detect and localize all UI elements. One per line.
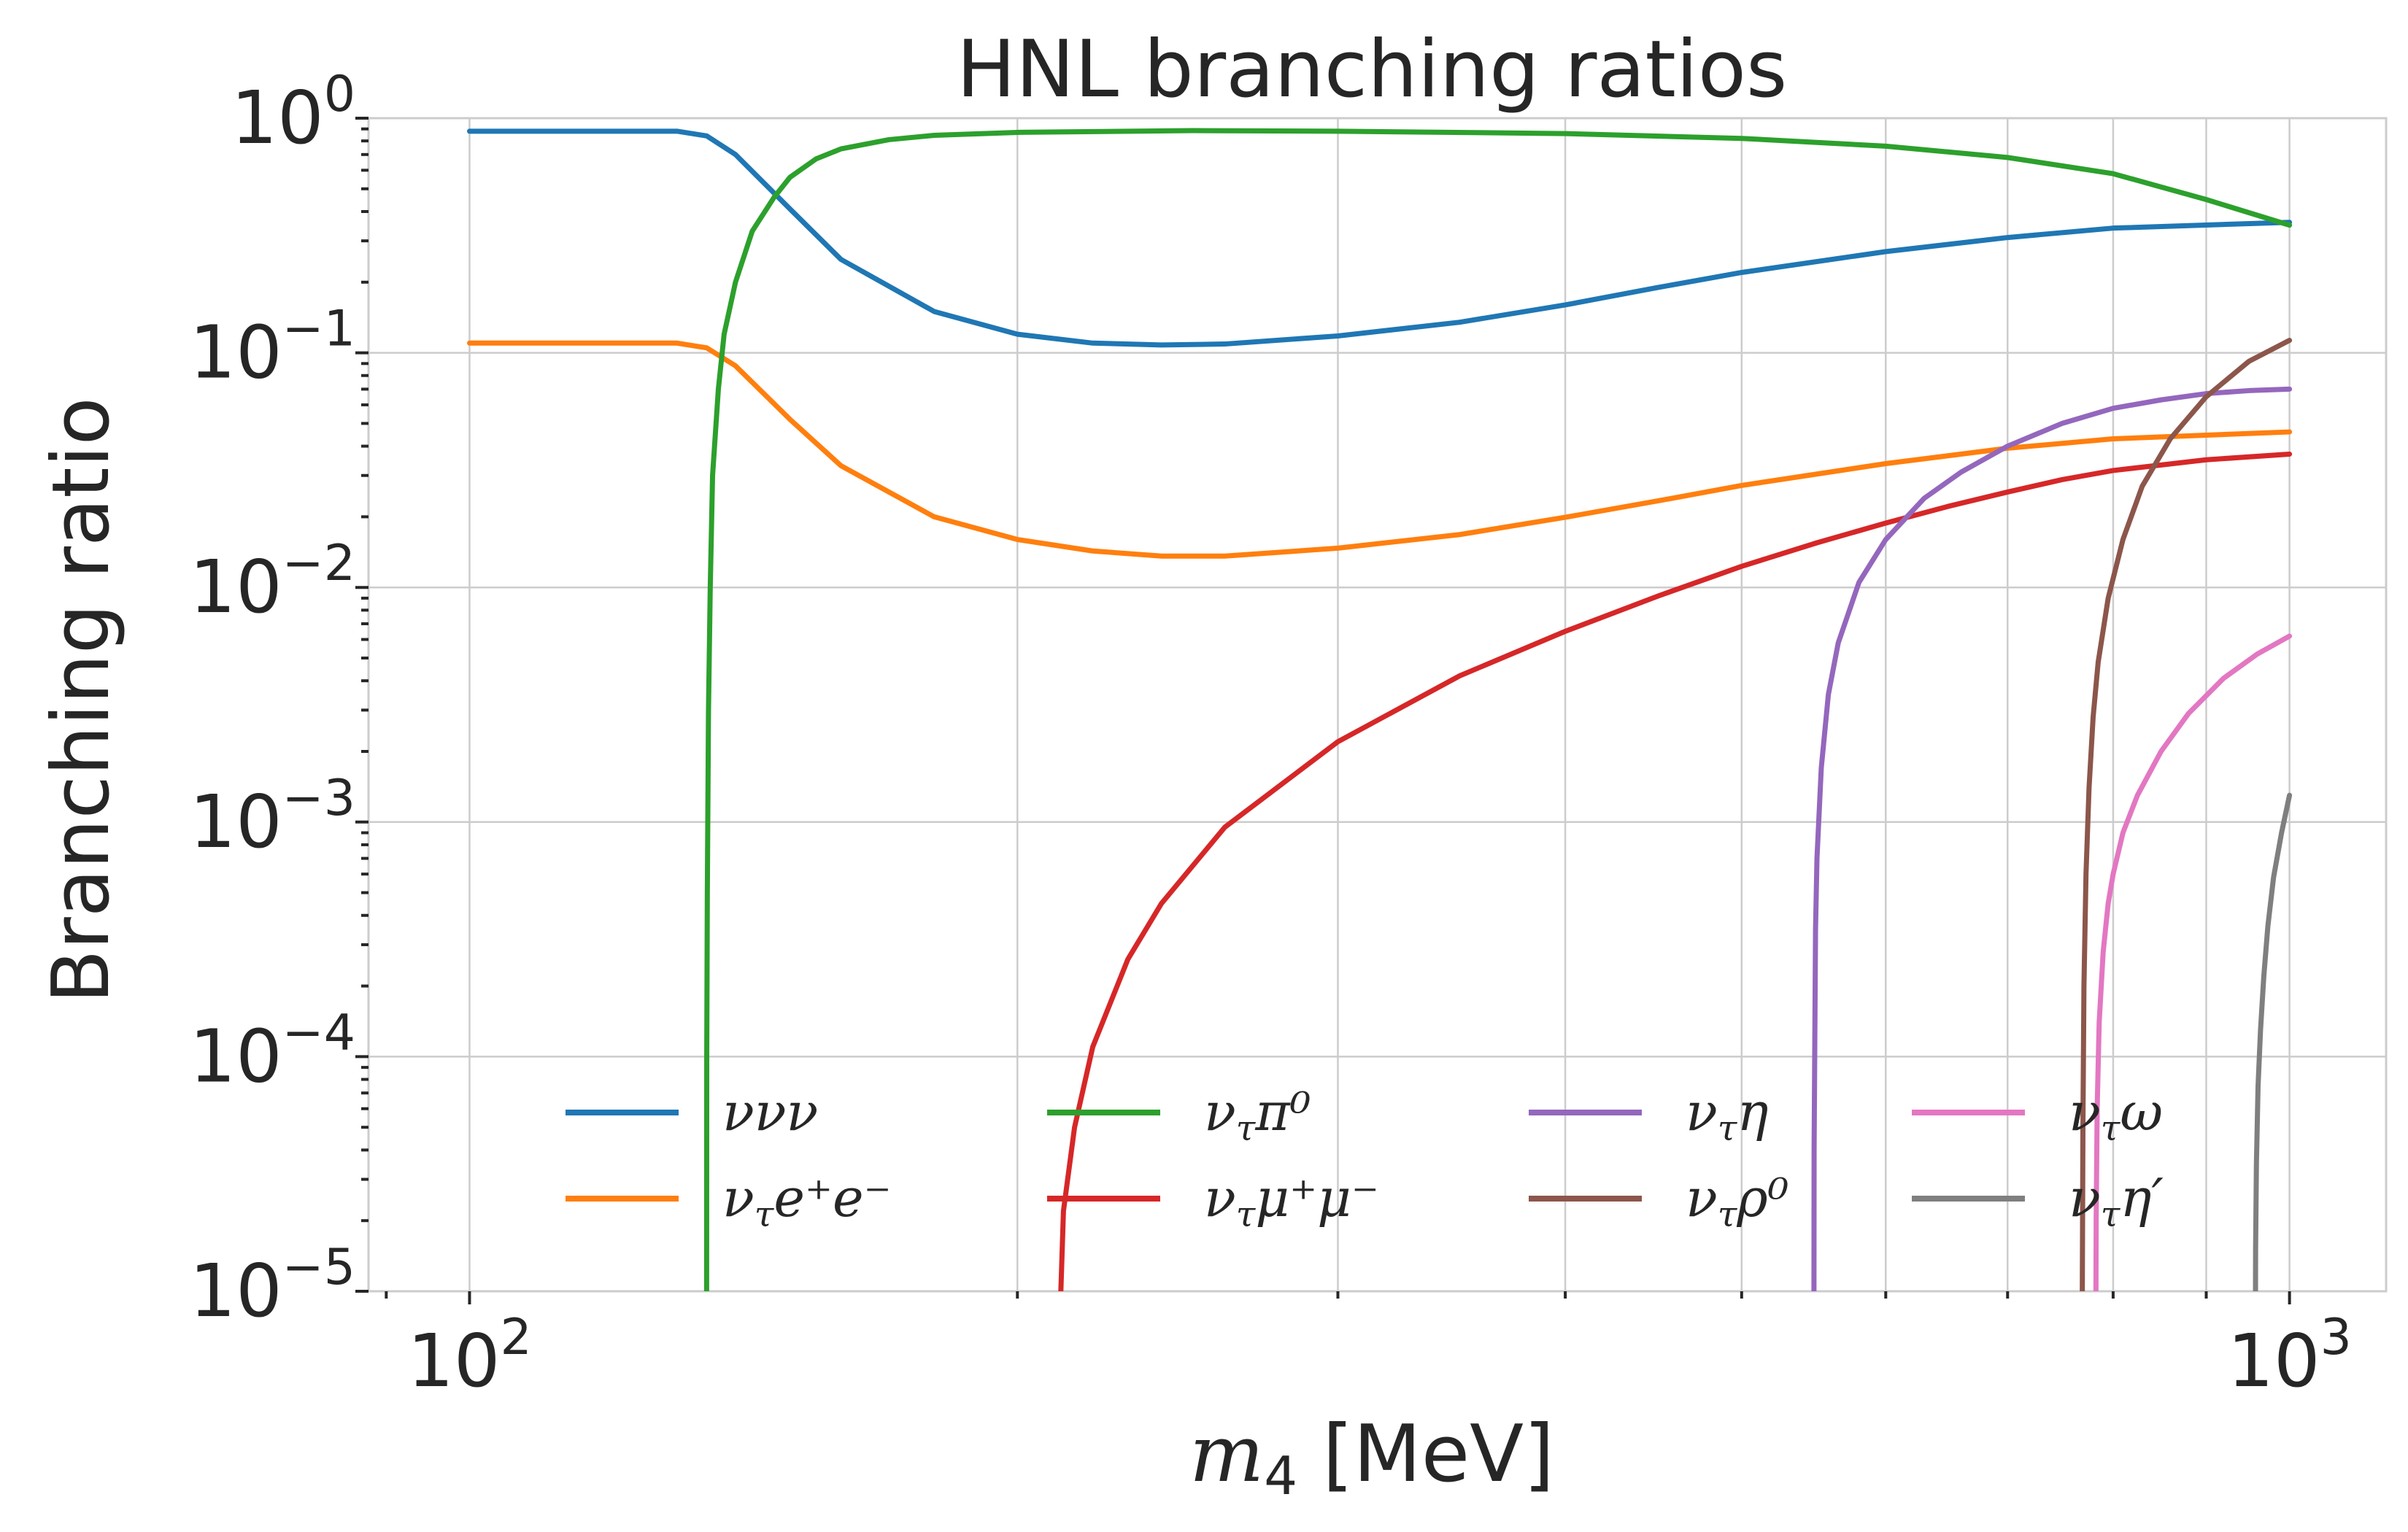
x-axis-label: m4 [MeV]: [1189, 1409, 1554, 1506]
y-tick-label: 10−5: [190, 1239, 356, 1334]
y-tick-label: 10−4: [190, 1004, 356, 1099]
series-line-5: [1811, 386, 2293, 1291]
series-line-3: [703, 128, 2293, 1291]
series-line-6: [2080, 338, 2293, 1291]
x-tick-label: 102: [407, 1309, 532, 1404]
legend-entry-6: ντρ⁰: [1529, 1167, 1789, 1235]
legend-label: ννν: [722, 1081, 818, 1142]
legend-entry-1: ννν: [566, 1081, 818, 1142]
legend-entry-8: ντη′: [1912, 1167, 2164, 1235]
series-line-2: [466, 340, 2293, 559]
x-axis-symbol: m: [1189, 1409, 1264, 1500]
series-line-7: [2093, 633, 2293, 1291]
legend: ννν ντe⁺e⁻ ντπ⁰ ντμ⁺μ⁻ ντη ντρ⁰ ντω ντη′: [566, 1081, 2164, 1235]
y-tick-label: 10−1: [190, 301, 356, 395]
series-layer: [466, 128, 2293, 1291]
x-axis-unit: [MeV]: [1322, 1409, 1554, 1500]
x-tick-label: 103: [2227, 1309, 2352, 1404]
legend-label: ντμ⁺μ⁻: [1204, 1167, 1379, 1235]
chart-title: HNL branching ratios: [957, 24, 1788, 115]
legend-entry-3: ντπ⁰: [1047, 1081, 1311, 1149]
legend-label: ντπ⁰: [1204, 1081, 1311, 1149]
legend-entry-7: ντω: [1912, 1081, 2163, 1149]
tick-labels: 100 10−1 10−2 10−3 10−4 10−5 102 103: [190, 66, 2352, 1404]
legend-entry-5: ντη: [1529, 1081, 1768, 1149]
x-axis-subscript: 4: [1264, 1445, 1297, 1506]
series-line-8: [2253, 792, 2293, 1291]
minor-ticks: [355, 117, 2291, 1304]
y-axis-label: Branching ratio: [36, 397, 127, 1003]
legend-entry-4: ντμ⁺μ⁻: [1047, 1167, 1379, 1235]
legend-label: ντρ⁰: [1686, 1167, 1789, 1235]
y-tick-label: 10−3: [190, 770, 356, 864]
legend-label: ντη: [1686, 1081, 1768, 1149]
plot-frame: [367, 117, 2388, 1293]
series-line-4: [1058, 451, 2293, 1291]
legend-label: ντe⁺e⁻: [722, 1167, 892, 1235]
legend-label: ντη′: [2069, 1167, 2164, 1235]
x-axis-space: [1297, 1409, 1322, 1500]
y-tick-label: 10−2: [190, 535, 356, 630]
series-line-1: [466, 128, 2293, 348]
legend-label: ντω: [2069, 1081, 2163, 1149]
y-tick-label: 100: [231, 66, 355, 160]
legend-entry-2: ντe⁺e⁻: [566, 1167, 892, 1235]
